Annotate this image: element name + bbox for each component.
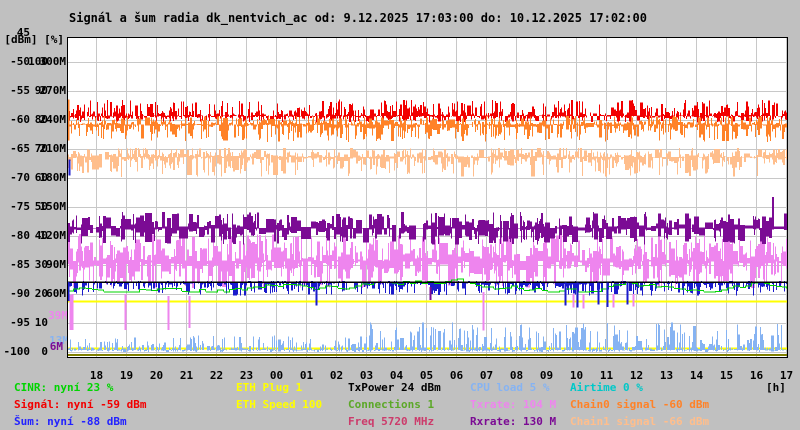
hour-tick: 11 xyxy=(599,369,614,382)
legend-item-connections: Connections 1 xyxy=(348,398,435,411)
mbit-tick: 210M xyxy=(39,142,67,155)
hour-tick: 22 xyxy=(209,369,224,382)
pct-tick: 90 xyxy=(34,84,48,97)
legend-item-noise: Šum: nyní -88 dBm xyxy=(14,415,127,428)
legend-item-freq: Freq 5720 MHz xyxy=(348,415,435,428)
pct-tick: 0 xyxy=(41,345,48,358)
mbit-tick: 90M xyxy=(46,258,66,271)
hour-tick: 07 xyxy=(479,369,494,382)
mbit-tick: 150M xyxy=(39,200,67,213)
rate-tick: 6M xyxy=(49,340,63,353)
legend-item-cpu-load: CPU load 5 % xyxy=(470,381,550,394)
legend-item-rxrate: Rxrate: 130 M xyxy=(470,415,557,428)
hour-tick: 08 xyxy=(509,369,524,382)
hour-tick: 00 xyxy=(269,369,284,382)
hour-tick: 02 xyxy=(329,369,344,382)
pct-tick: 20 xyxy=(34,287,48,300)
mbit-tick: 270M xyxy=(39,84,67,97)
series-chain0 xyxy=(68,116,787,142)
dbm-tick: -50 xyxy=(10,55,30,68)
series-txrate xyxy=(68,234,787,289)
hour-tick: 17 xyxy=(779,369,794,382)
dbm-tick: -60 xyxy=(10,113,30,126)
dbm-tick: -75 xyxy=(10,200,30,213)
pct-tick: 70 xyxy=(34,142,48,155)
series-rxrate xyxy=(68,197,787,245)
series-chain1 xyxy=(68,147,787,177)
mbit-tick: 60M xyxy=(46,287,66,300)
legend-item-txrate: Txrate: 104 M xyxy=(470,398,557,411)
graph-title: Signál a šum radia dk_nentvich_ac od: 9.… xyxy=(69,11,647,25)
legend-item-signal: Signál: nyní -59 dBm xyxy=(14,398,147,411)
hour-tick: 18 xyxy=(89,369,104,382)
gridlines xyxy=(68,38,787,357)
legend-item-txpower: TxPower 24 dBm xyxy=(348,381,441,394)
hour-tick: 05 xyxy=(419,369,434,382)
hour-tick: 10 xyxy=(569,369,584,382)
legend-item-eth-speed: ETH Speed 100 xyxy=(236,398,323,411)
hour-tick: 20 xyxy=(149,369,164,382)
dbm-tick: -85 xyxy=(10,258,30,271)
mbit-tick: 180M xyxy=(39,171,67,184)
mbit-tick: 300M xyxy=(39,55,67,68)
hour-tick: 12 xyxy=(629,369,644,382)
pct-tick: 80 xyxy=(34,113,48,126)
legend-item-chain0-signal: Chain0 signal -60 dBm xyxy=(570,398,710,411)
hour-tick: 01 xyxy=(299,369,314,382)
legend-item-eth-plug: ETH Plug 1 xyxy=(236,381,303,394)
hour-tick: 14 xyxy=(689,369,704,382)
chart-canvas xyxy=(67,38,787,357)
hour-tick: 04 xyxy=(389,369,404,382)
legend-item-hours-unit: [h] xyxy=(766,381,786,394)
legend-item-airtime: Airtime 0 % xyxy=(570,381,643,394)
hour-tick: 03 xyxy=(359,369,374,382)
hour-tick: 13 xyxy=(659,369,674,382)
mbit-tick: 240M xyxy=(39,113,67,126)
pct-tick: 30 xyxy=(34,258,48,271)
mbit-tick: 120M xyxy=(39,229,67,242)
hour-tick: 06 xyxy=(449,369,464,382)
pct-tick: 100 xyxy=(28,55,48,68)
legend-item-chain1-signal: Chain1 signal -66 dBm xyxy=(570,415,710,428)
pct-tick: 10 xyxy=(34,316,48,329)
hour-tick: 21 xyxy=(179,369,194,382)
dbm-tick: -55 xyxy=(10,84,30,97)
dbm-tick: -80 xyxy=(10,229,30,242)
hour-tick: 16 xyxy=(749,369,764,382)
dbm-tick: -70 xyxy=(10,171,30,184)
rate-tick: 13M xyxy=(49,334,69,347)
dbm-tick: -90 xyxy=(10,287,30,300)
hour-tick: 09 xyxy=(539,369,554,382)
pct-tick: 40 xyxy=(34,229,48,242)
y-axis-top-tick: 45 xyxy=(16,26,30,39)
pct-tick: 50 xyxy=(34,200,48,213)
dbm-tick: -65 xyxy=(10,142,30,155)
dbm-tick: -95 xyxy=(10,316,30,329)
hour-tick: 23 xyxy=(239,369,254,382)
rate-tick: 39M xyxy=(48,309,68,322)
pct-tick: 60 xyxy=(34,171,48,184)
y-axis-unit-label: [dBm] [%] xyxy=(4,33,64,46)
hour-tick: 19 xyxy=(119,369,134,382)
legend-item-cinr: CINR: nyní 23 % xyxy=(14,381,114,394)
dbm-tick: -100 xyxy=(3,345,31,358)
hour-tick: 15 xyxy=(719,369,734,382)
plot-area xyxy=(67,37,788,358)
